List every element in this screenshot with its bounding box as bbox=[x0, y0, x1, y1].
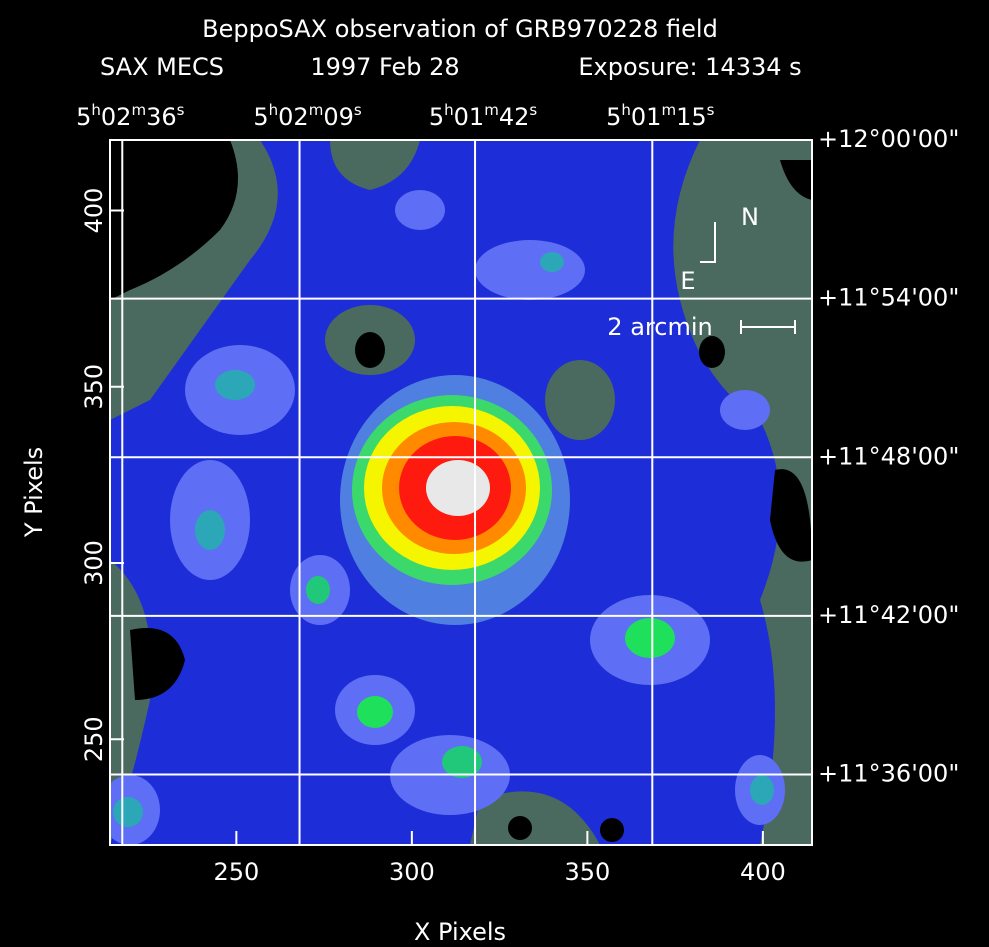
ra-tick-label: 5h02m36s bbox=[76, 101, 185, 132]
subtitle: Exposure: 14334 s bbox=[578, 53, 801, 81]
dec-tick-label: +11°36'00" bbox=[818, 760, 959, 788]
y-tick-label: 250 bbox=[80, 716, 108, 762]
x-tick-label: 250 bbox=[213, 858, 259, 886]
y-tick-label: 300 bbox=[80, 540, 108, 586]
ra-tick-label: 5h01m15s bbox=[606, 101, 715, 132]
x-tick-label: 350 bbox=[564, 858, 610, 886]
east-label: E bbox=[680, 267, 695, 295]
north-label: N bbox=[741, 203, 759, 231]
x-axis-label: X Pixels bbox=[414, 918, 506, 946]
dec-tick-label: +11°48'00" bbox=[818, 442, 959, 470]
x-tick-label: 400 bbox=[740, 858, 786, 886]
dec-tick-label: +11°54'00" bbox=[818, 284, 959, 312]
ra-tick-label: 5h01m42s bbox=[429, 101, 538, 132]
subtitle: SAX MECS bbox=[100, 53, 224, 81]
ra-tick-label: 5h02m09s bbox=[253, 101, 362, 132]
y-tick-label: 400 bbox=[80, 188, 108, 234]
x-tick-label: 300 bbox=[389, 858, 435, 886]
scale-label: 2 arcmin bbox=[607, 313, 712, 341]
subtitle: 1997 Feb 28 bbox=[310, 53, 459, 81]
y-axis-label: Y Pixels bbox=[20, 447, 48, 538]
page: BeppoSAX observation of GRB970228 field … bbox=[0, 0, 989, 947]
dec-tick-label: +12°00'00" bbox=[818, 125, 959, 153]
chart-title: BeppoSAX observation of GRB970228 field bbox=[202, 15, 718, 43]
y-tick-label: 350 bbox=[80, 364, 108, 410]
dec-tick-label: +11°42'00" bbox=[818, 601, 959, 629]
chart: BeppoSAX observation of GRB970228 field … bbox=[0, 0, 989, 947]
image bbox=[100, 140, 815, 845]
